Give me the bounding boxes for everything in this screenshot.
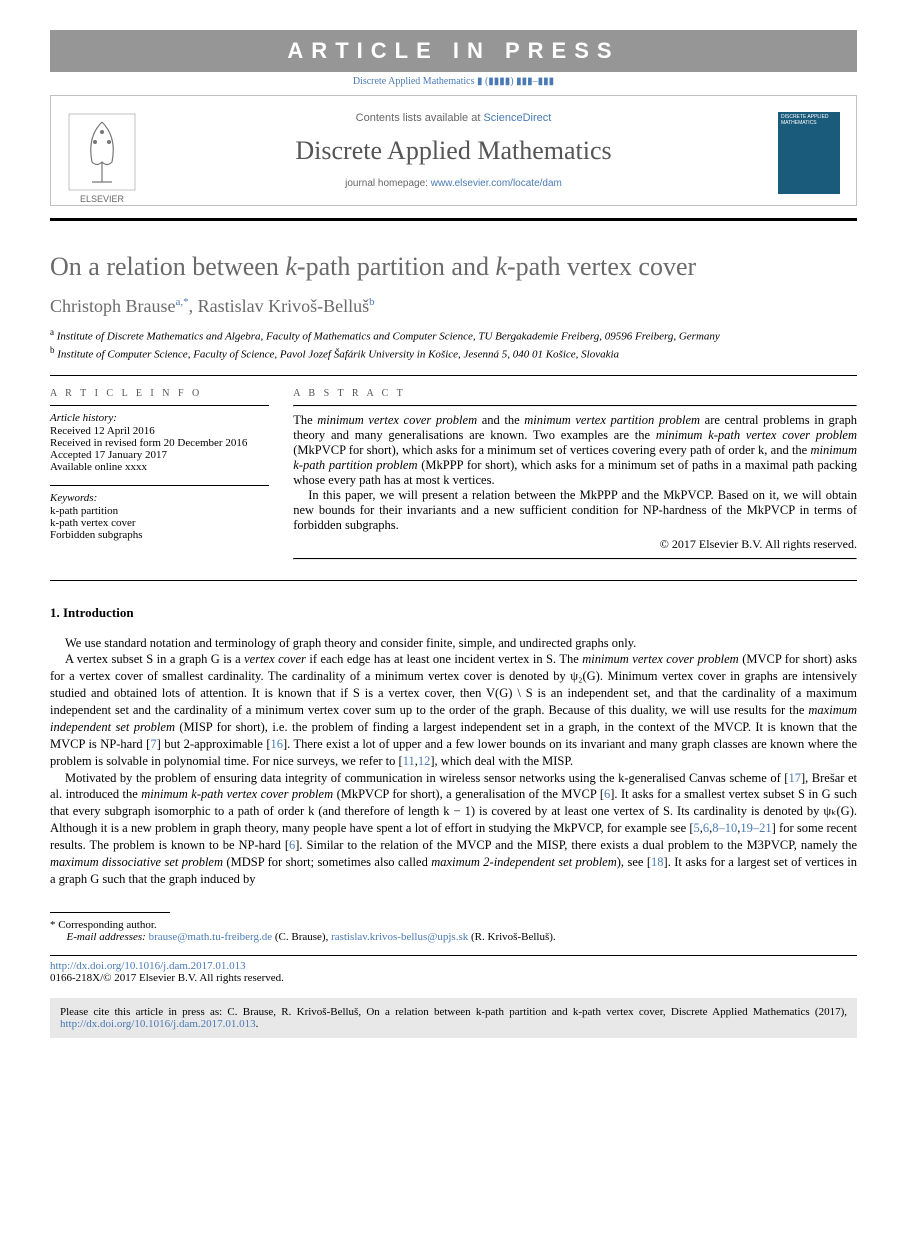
body-text: We use standard notation and terminology…	[50, 635, 857, 888]
rule-above-body	[50, 580, 857, 581]
abstract-para-1: The minimum vertex cover problem and the…	[293, 413, 857, 488]
article-in-press-banner: ARTICLE IN PRESS	[50, 30, 857, 72]
contents-list-line: Contents lists available at ScienceDirec…	[67, 112, 840, 124]
email-addresses-line: E-mail addresses: brause@math.tu-freiber…	[50, 931, 857, 943]
footnotes: * Corresponding author. E-mail addresses…	[50, 919, 857, 943]
keyword-1: k-path partition	[50, 505, 269, 517]
abstract-copyright: © 2017 Elsevier B.V. All rights reserved…	[293, 537, 857, 552]
elsevier-text: ELSEVIER	[63, 194, 141, 204]
author-2: Rastislav Krivoš-Belluš	[198, 296, 370, 316]
ref-11[interactable]: 11	[403, 754, 415, 768]
journal-homepage-link[interactable]: www.elsevier.com/locate/dam	[431, 178, 562, 189]
ref-12[interactable]: 12	[418, 754, 431, 768]
history-accepted: Accepted 17 January 2017	[50, 449, 269, 461]
history-online: Available online xxxx	[50, 461, 269, 473]
article-info-column: A R T I C L E I N F O Article history: R…	[50, 388, 269, 560]
body-para-2: A vertex subset S in a graph G is a vert…	[50, 651, 857, 769]
ref-17[interactable]: 17	[788, 771, 801, 785]
email-author-1[interactable]: brause@math.tu-freiberg.de	[149, 931, 273, 943]
author-1-affil-marker: a,	[176, 296, 184, 308]
abstract-column: A B S T R A C T The minimum vertex cover…	[293, 388, 857, 560]
author-2-affil-marker: b	[369, 296, 375, 308]
citation-box: Please cite this article in press as: C.…	[50, 998, 857, 1038]
authors-line: Christoph Brausea,*, Rastislav Krivoš-Be…	[50, 296, 857, 317]
issn-copyright: 0166-218X/© 2017 Elsevier B.V. All right…	[50, 972, 857, 984]
affiliation-b: b Institute of Computer Science, Faculty…	[50, 345, 857, 361]
keywords-heading: Keywords:	[50, 492, 269, 504]
journal-homepage-line: journal homepage: www.elsevier.com/locat…	[67, 178, 840, 189]
ref-18[interactable]: 18	[651, 855, 664, 869]
article-history-heading: Article history:	[50, 412, 269, 424]
header-rule	[50, 218, 857, 221]
article-info-label: A R T I C L E I N F O	[50, 388, 269, 399]
section-1-heading: 1. Introduction	[50, 605, 857, 621]
sciencedirect-link[interactable]: ScienceDirect	[483, 112, 551, 124]
keyword-2: k-path vertex cover	[50, 517, 269, 529]
corresponding-author-note: * Corresponding author.	[50, 919, 857, 931]
affiliation-a: a Institute of Discrete Mathematics and …	[50, 327, 857, 343]
abstract-label: A B S T R A C T	[293, 388, 857, 399]
elsevier-tree-logo	[67, 112, 137, 192]
journal-name: Discrete Applied Mathematics	[67, 136, 840, 166]
rule-above-abstract	[50, 375, 857, 376]
email-author-2[interactable]: rastislav.krivos-bellus@upjs.sk	[331, 931, 468, 943]
doi-link[interactable]: http://dx.doi.org/10.1016/j.dam.2017.01.…	[50, 960, 246, 972]
ref-19-21[interactable]: 19–21	[740, 821, 771, 835]
keyword-3: Forbidden subgraphs	[50, 529, 269, 541]
body-para-3: Motivated by the problem of ensuring dat…	[50, 770, 857, 888]
history-revised: Received in revised form 20 December 201…	[50, 437, 269, 449]
doi-block: http://dx.doi.org/10.1016/j.dam.2017.01.…	[50, 955, 857, 984]
author-1: Christoph Brause	[50, 296, 176, 316]
citation-doi-link[interactable]: http://dx.doi.org/10.1016/j.dam.2017.01.…	[60, 1018, 256, 1030]
journal-header-box: ELSEVIER DISCRETE APPLIED MATHEMATICS Co…	[50, 95, 857, 206]
journal-cover-thumbnail: DISCRETE APPLIED MATHEMATICS	[778, 112, 840, 194]
footnote-rule	[50, 912, 170, 913]
banner-subtitle: Discrete Applied Mathematics ▮ (▮▮▮▮) ▮▮…	[50, 76, 857, 87]
ref-16[interactable]: 16	[270, 737, 283, 751]
history-received: Received 12 April 2016	[50, 425, 269, 437]
article-title: On a relation between k-path partition a…	[50, 251, 857, 282]
abstract-para-2: In this paper, we will present a relatio…	[293, 488, 857, 533]
ref-8-10[interactable]: 8–10	[712, 821, 737, 835]
body-para-1: We use standard notation and terminology…	[50, 635, 857, 652]
